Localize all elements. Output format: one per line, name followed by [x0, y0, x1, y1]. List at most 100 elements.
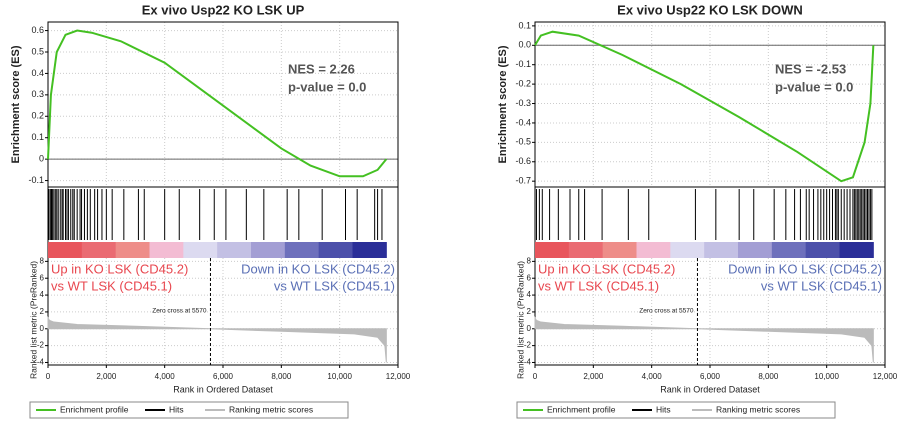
y2-tick-label: 0	[527, 324, 532, 333]
ranking-metric-area	[534, 315, 874, 363]
y-tick-label: -0.3	[515, 98, 531, 108]
y-tick-label: 0.2	[31, 111, 44, 121]
y2-tick-label: 6	[527, 273, 532, 282]
y2-tick-label: 0	[40, 324, 45, 333]
legend-label: Ranking metric scores	[716, 404, 800, 414]
y2-axis-label: Ranked list metric (PreRanked)	[28, 261, 38, 379]
pvalue-text: p-value = 0.0	[775, 79, 853, 94]
heatmap-segment	[670, 242, 705, 258]
heatmap-segment	[284, 242, 320, 258]
plot-frame	[534, 21, 886, 366]
y-tick-label: 0.0	[518, 40, 531, 50]
x-tick-label: 2,000	[583, 372, 604, 381]
x-tick-label: 2,000	[96, 372, 117, 381]
legend-label: Hits	[169, 404, 184, 414]
down-label: Down in KO LSK (CD45.2)	[728, 261, 882, 276]
heatmap-segment	[839, 242, 874, 258]
nes-text: NES = -2.53	[775, 61, 846, 76]
y2-tick-label: -2	[37, 341, 45, 350]
up-label: vs WT LSK (CD45.1)	[538, 278, 659, 293]
heatmap-segment	[738, 242, 773, 258]
x-tick-label: 6,000	[700, 372, 721, 381]
x-tick-label: 10,000	[814, 372, 839, 381]
y-tick-label: -0.1	[515, 59, 531, 69]
heatmap-segment	[48, 242, 83, 258]
down-label: vs WT LSK (CD45.1)	[274, 278, 395, 293]
y-tick-label: 0.5	[31, 46, 44, 56]
y2-tick-label: -2	[524, 341, 532, 350]
y2-tick-label: 2	[40, 307, 45, 316]
x-axis-label: Rank in Ordered Dataset	[173, 384, 273, 394]
zero-cross-label: Zero cross at 5570	[152, 308, 207, 315]
heatmap-segment	[149, 242, 184, 258]
enrichment-line	[47, 29, 388, 178]
y2-tick-label: 4	[40, 290, 45, 299]
chart-title: Ex vivo Usp22 KO LSK UP	[142, 2, 305, 17]
y-tick-label: -0.4	[515, 117, 531, 127]
heatmap-segment	[602, 242, 637, 258]
down-label: Down in KO LSK (CD45.2)	[241, 261, 395, 276]
heatmap-segment	[771, 242, 807, 258]
y2-tick-label: -4	[524, 358, 532, 367]
heatmap-segment	[704, 242, 739, 258]
y2-tick-label: 6	[40, 273, 45, 282]
chart-title: Ex vivo Usp22 KO LSK DOWN	[617, 2, 803, 17]
down-label: vs WT LSK (CD45.1)	[761, 278, 882, 293]
enrichment-line	[534, 30, 875, 183]
x-tick-label: 10,000	[327, 372, 352, 381]
y-tick-label: 0.4	[31, 68, 44, 78]
y2-axis-label: Ranked list metric (PreRanked)	[515, 261, 525, 379]
x-tick-label: 12,000	[873, 372, 898, 381]
heatmap-segment	[115, 242, 150, 258]
x-axis-label: Rank in Ordered Dataset	[660, 384, 760, 394]
up-label: vs WT LSK (CD45.1)	[51, 278, 172, 293]
legend-label: Enrichment profile	[547, 404, 616, 414]
y2-tick-label: -4	[37, 358, 45, 367]
up-label: Up in KO LSK (CD45.2)	[51, 261, 188, 276]
y-axis-label: Enrichment score (ES)	[10, 45, 22, 163]
legend-box	[516, 401, 836, 419]
zero-cross-label: Zero cross at 5570	[639, 308, 694, 315]
y2-tick-label: 8	[40, 256, 45, 265]
x-tick-label: 0	[533, 372, 538, 381]
y-tick-label: -0.7	[515, 176, 531, 186]
y2-tick-label: 2	[527, 307, 532, 316]
y-tick-label: 0.6	[31, 25, 44, 35]
y2-tick-label: 8	[527, 256, 532, 265]
heatmap-segment	[251, 242, 286, 258]
heatmap-segment	[81, 242, 117, 258]
y-axis-label: Enrichment score (ES)	[497, 45, 509, 163]
y-tick-label: -0.5	[515, 137, 531, 147]
y-tick-label: -0.6	[515, 156, 531, 166]
y2-tick-label: 4	[527, 290, 532, 299]
legend-label: Ranking metric scores	[229, 404, 313, 414]
legend-label: Enrichment profile	[60, 404, 129, 414]
x-tick-label: 6,000	[213, 372, 234, 381]
x-tick-label: 8,000	[271, 372, 292, 381]
pvalue-text: p-value = 0.0	[288, 79, 366, 94]
heatmap-segment	[318, 242, 353, 258]
x-tick-label: 8,000	[758, 372, 779, 381]
y-tick-label: 0.1	[518, 20, 531, 30]
heatmap-segment	[352, 242, 387, 258]
y-tick-label: 0	[39, 154, 44, 164]
ranking-metric-area	[47, 315, 387, 363]
heatmap-segment	[805, 242, 840, 258]
legend-box	[29, 401, 349, 419]
y-tick-label: -0.2	[515, 78, 531, 88]
heatmap-segment	[568, 242, 604, 258]
y-tick-label: -0.1	[28, 175, 44, 185]
x-tick-label: 12,000	[386, 372, 411, 381]
x-tick-label: 4,000	[642, 372, 663, 381]
legend-label: Hits	[656, 404, 671, 414]
heatmap-segment	[636, 242, 671, 258]
y-tick-label: 0.3	[31, 89, 44, 99]
x-tick-label: 4,000	[155, 372, 176, 381]
y-tick-label: 0.1	[31, 132, 44, 142]
x-tick-label: 0	[46, 372, 51, 381]
heatmap-segment	[217, 242, 252, 258]
heatmap-segment	[183, 242, 218, 258]
nes-text: NES = 2.26	[288, 61, 355, 76]
plot-frame	[47, 21, 399, 366]
